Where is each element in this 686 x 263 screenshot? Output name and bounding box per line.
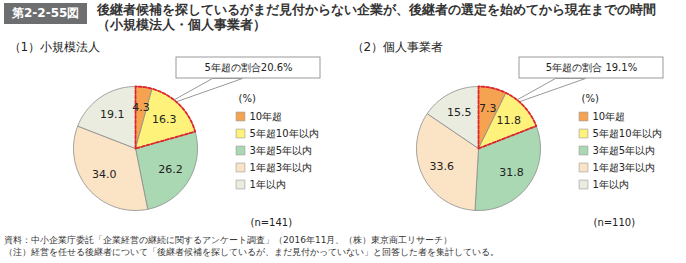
svg-text:(n=110): (n=110) bbox=[594, 217, 636, 228]
svg-text:1年超3年以内: 1年超3年以内 bbox=[593, 162, 656, 173]
svg-text:10年超: 10年超 bbox=[593, 111, 626, 122]
svg-text:5年超の割合20.6%: 5年超の割合20.6% bbox=[204, 62, 292, 73]
svg-text:5年超10年以内: 5年超10年以内 bbox=[250, 128, 319, 139]
html-text:第2-2-55図: 第2-2-55図 bbox=[12, 6, 80, 20]
html-text:後継者候補を探しているがまだ見付からない企業が、後継者の選定: 後継者候補を探しているがまだ見付からない企業が、後継者の選定を始めてから現在まで… bbox=[97, 2, 657, 32]
svg-text:11.8: 11.8 bbox=[496, 114, 521, 127]
svg-text:3年超5年以内: 3年超5年以内 bbox=[250, 145, 313, 156]
svg-text:(n=141): (n=141) bbox=[251, 217, 293, 228]
svg-text:31.8: 31.8 bbox=[499, 166, 524, 179]
html-text:（注）経営を任せる後継者について「後継者候補を探しているが、: （注）経営を任せる後継者について「後継者候補を探しているが、まだ見付かっていない… bbox=[4, 247, 499, 257]
svg-text:4.3: 4.3 bbox=[132, 101, 150, 114]
svg-text:10年超: 10年超 bbox=[250, 111, 283, 122]
svg-text:(%): (%) bbox=[239, 93, 256, 104]
html-text:資料：中小企業庁委託「企業経営の継続に関するアンケート調査」: 資料：中小企業庁委託「企業経営の継続に関するアンケート調査」（2016年11月、… bbox=[4, 235, 453, 245]
svg-text:5年超10年以内: 5年超10年以内 bbox=[593, 128, 662, 139]
svg-text:33.6: 33.6 bbox=[430, 160, 455, 173]
svg-text:34.0: 34.0 bbox=[92, 168, 117, 181]
svg-text:1年以内: 1年以内 bbox=[250, 179, 286, 190]
svg-text:（1）小規模法人: （1）小規模法人 bbox=[9, 40, 101, 54]
svg-text:19.1: 19.1 bbox=[100, 108, 125, 121]
svg-text:7.3: 7.3 bbox=[479, 102, 497, 115]
svg-text:26.2: 26.2 bbox=[158, 163, 183, 176]
svg-text:1年以内: 1年以内 bbox=[593, 179, 629, 190]
svg-text:5年超の割合 19.1%: 5年超の割合 19.1% bbox=[546, 62, 637, 73]
svg-text:1年超3年以内: 1年超3年以内 bbox=[250, 162, 313, 173]
svg-text:(%): (%) bbox=[582, 93, 599, 104]
svg-text:15.5: 15.5 bbox=[447, 106, 472, 119]
svg-text:（2）個人事業者: （2）個人事業者 bbox=[352, 40, 444, 54]
svg-text:3年超5年以内: 3年超5年以内 bbox=[593, 145, 656, 156]
svg-text:16.3: 16.3 bbox=[152, 113, 177, 126]
